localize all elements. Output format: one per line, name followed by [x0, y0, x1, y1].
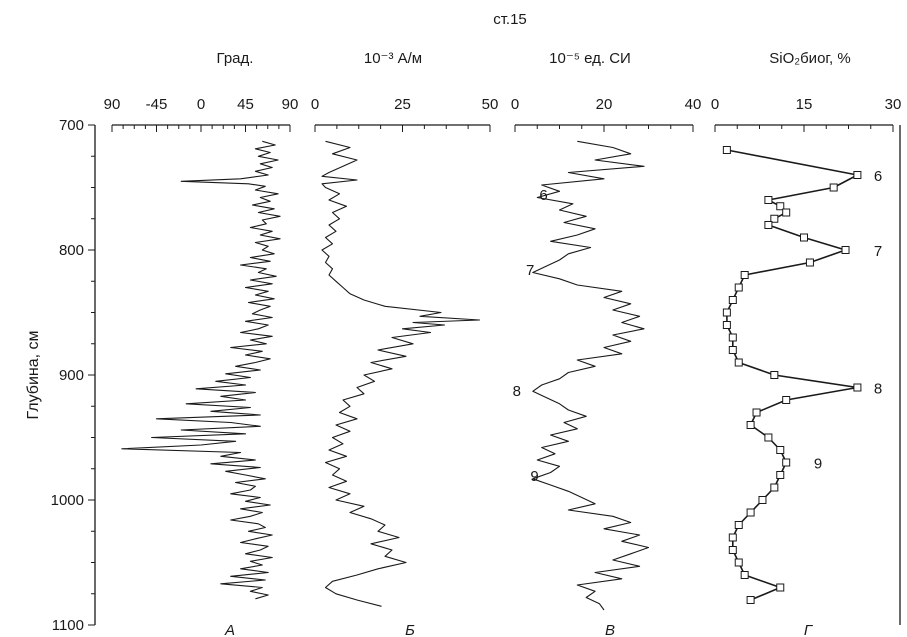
data-point-marker [770, 483, 779, 492]
cycle-annotation: 8 [874, 381, 882, 398]
data-point-marker [782, 208, 791, 217]
panel-tick-label: 90 [104, 96, 121, 113]
data-point-marker [764, 221, 773, 229]
data-point-marker [776, 583, 785, 592]
data-point-marker [728, 533, 737, 542]
data-point-marker [805, 258, 814, 267]
data-point-marker [740, 571, 749, 579]
panel-tick-label: 50 [482, 96, 499, 113]
data-point-marker [728, 296, 737, 304]
data-point-marker [746, 508, 755, 517]
panel-tick-label: 0 [711, 96, 719, 113]
panel-letter: В [605, 622, 615, 637]
data-point-marker [734, 558, 743, 567]
cycle-annotation: 7 [874, 243, 882, 260]
data-point-marker [740, 271, 749, 279]
panel-4: SiO₂биог, % 0 15 30 6 7 8 9 Г [711, 50, 902, 637]
data-point-marker [734, 283, 743, 292]
data-point-marker [752, 408, 761, 417]
depth-tick-label: 700 [59, 117, 84, 134]
data-point-marker [728, 333, 737, 342]
series-curve-g [726, 149, 859, 601]
depth-tick-label: 1000 [51, 492, 84, 509]
station-label: ст.15 [493, 11, 527, 28]
data-point-marker [841, 246, 850, 254]
series-curve-a [121, 140, 281, 600]
data-point-marker [764, 433, 773, 442]
panel-letter: Г [804, 622, 814, 637]
cycle-annotation: 8 [513, 383, 521, 400]
data-point-marker [776, 446, 785, 454]
data-point-marker [853, 383, 862, 392]
cycle-annotation: 9 [814, 456, 822, 473]
panel-tick-label: 25 [394, 96, 411, 113]
cycle-annotation: 7 [526, 262, 534, 279]
series-curve-b [321, 140, 481, 607]
panel-letter: Б [405, 622, 415, 637]
data-point-marker [722, 308, 731, 317]
panel-tick-label: 0 [197, 96, 205, 113]
panel-title: SiO₂биог, % [769, 50, 850, 67]
data-point-marker [782, 458, 791, 467]
data-point-marker [764, 196, 773, 204]
cycle-annotation: 9 [530, 468, 538, 485]
data-point-marker [722, 146, 731, 154]
panel-1: Град. 90 -45 0 45 90 А [104, 50, 299, 637]
panel-title: 10⁻⁵ ед. СИ [549, 50, 631, 67]
panel-tick-label: 20 [596, 96, 613, 113]
panel-tick-label: 40 [685, 96, 702, 113]
panel-3: 10⁻⁵ ед. СИ 0 20 40 6 7 8 9 В [511, 50, 702, 637]
data-point-marker [770, 371, 779, 379]
data-point-marker [734, 521, 743, 529]
data-point-marker [746, 421, 755, 429]
data-point-marker [782, 396, 791, 404]
panel-tick-label: 90 [282, 96, 299, 113]
series-curve-v [532, 140, 650, 611]
panel-2: 10⁻³ А/м 0 25 50 Б [311, 50, 499, 637]
panel-tick-label: 15 [796, 96, 813, 113]
data-point-marker [728, 346, 737, 354]
data-point-marker [853, 171, 862, 179]
cycle-annotation: 6 [874, 168, 882, 185]
panel-title: Град. [217, 50, 254, 67]
depth-axis: 700 800 900 1000 1100 [51, 117, 96, 634]
data-point-marker [758, 496, 767, 504]
panel-letter: А [224, 622, 235, 637]
depth-axis-label: Глубина, см [25, 330, 42, 419]
depth-tick-label: 800 [59, 242, 84, 259]
panel-title: 10⁻³ А/м [364, 50, 422, 67]
data-point-marker [734, 358, 743, 367]
data-point-marker [746, 596, 755, 604]
data-point-marker [770, 214, 779, 223]
data-point-marker [800, 233, 808, 242]
data-point-marker [722, 321, 731, 329]
data-point-marker [776, 202, 785, 211]
panel-tick-label: 0 [311, 96, 319, 113]
panel-tick-label: -45 [146, 96, 168, 113]
panel-tick-label: 0 [511, 96, 519, 113]
depth-tick-label: 900 [59, 367, 84, 384]
cycle-annotation: 6 [539, 187, 547, 204]
data-point-marker [728, 546, 737, 554]
panel-tick-label: 45 [237, 96, 254, 113]
data-point-marker [776, 471, 785, 479]
depth-tick-label: 1100 [52, 617, 84, 634]
panel-tick-label: 30 [885, 96, 902, 113]
data-point-marker [829, 183, 838, 192]
